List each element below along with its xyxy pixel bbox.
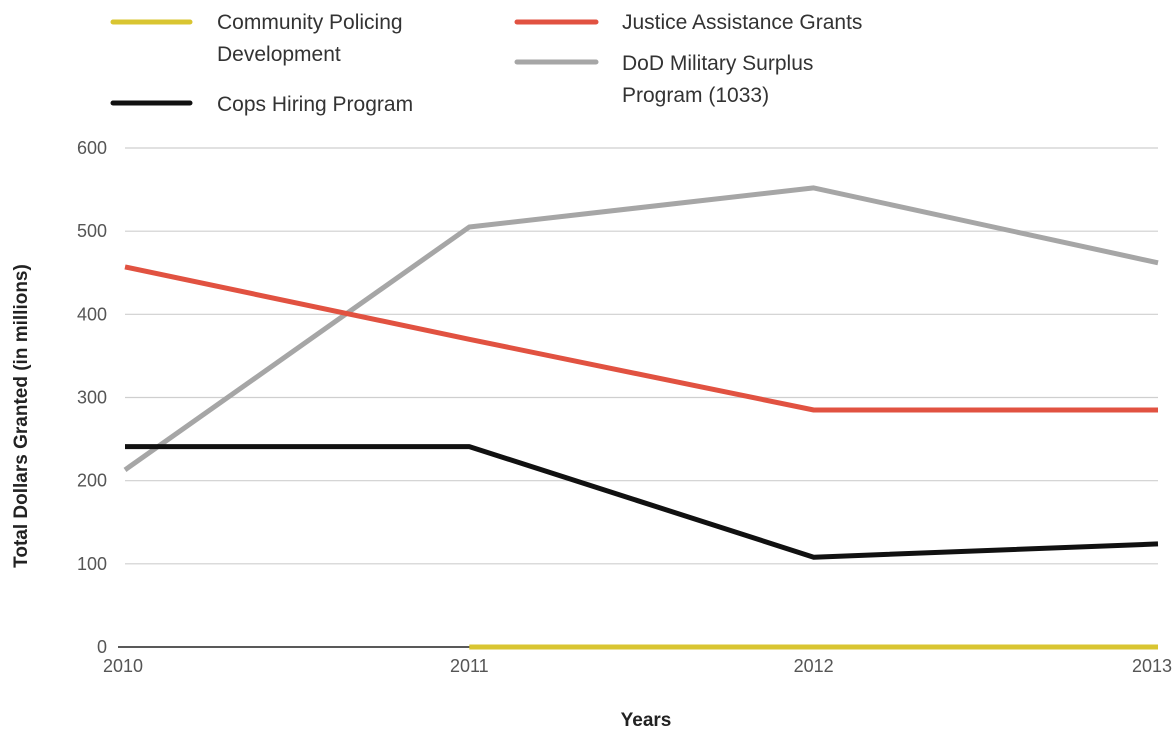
legend-label: DoD Military Surplus Program (1033) (622, 52, 813, 107)
y-tick-label: 500 (77, 221, 107, 241)
y-tick-label: 100 (77, 554, 107, 574)
gridlines (118, 147, 1158, 648)
y-tick-label: 300 (77, 388, 107, 408)
legend-item-cops-hiring-program: Cops Hiring Program (110, 93, 413, 116)
legend-label: Cops Hiring Program (217, 93, 413, 116)
series-line-dod-military-surplus-program-1033 (123, 185, 1159, 472)
legend-item-justice-assistance-grants: Justice Assistance Grants (514, 11, 862, 34)
y-tick-label: 600 (77, 138, 107, 158)
x-tick-label: 2010 (103, 656, 143, 676)
legend-item-community-policing-development: Community Policing Development (110, 11, 403, 66)
legend-label: Justice Assistance Grants (622, 11, 862, 34)
y-tick-label: 400 (77, 304, 107, 324)
x-tick-label: 2011 (450, 656, 489, 676)
y-tick-label: 200 (77, 471, 107, 491)
x-tick-labels: 2010 2011 2012 2013 (103, 656, 1172, 676)
y-tick-label: 0 (97, 637, 107, 657)
legend-item-dod-military-surplus-program-1033: DoD Military Surplus Program (1033) (514, 52, 813, 107)
series-line-cops-hiring-program (125, 444, 1159, 560)
y-axis-title: Total Dollars Granted (in millions) (11, 264, 32, 568)
x-axis-title: Years (621, 710, 672, 731)
legend-label: Community Policing Development (217, 11, 403, 66)
y-tick-labels: 0 100 200 300 400 500 600 (77, 138, 107, 657)
x-tick-label: 2013 (1132, 656, 1172, 676)
x-tick-label: 2012 (794, 656, 834, 676)
series-lines (123, 185, 1159, 650)
legend: Community Policing Development Cops Hiring… (110, 11, 862, 116)
series-line-justice-assistance-grants (124, 264, 1158, 413)
